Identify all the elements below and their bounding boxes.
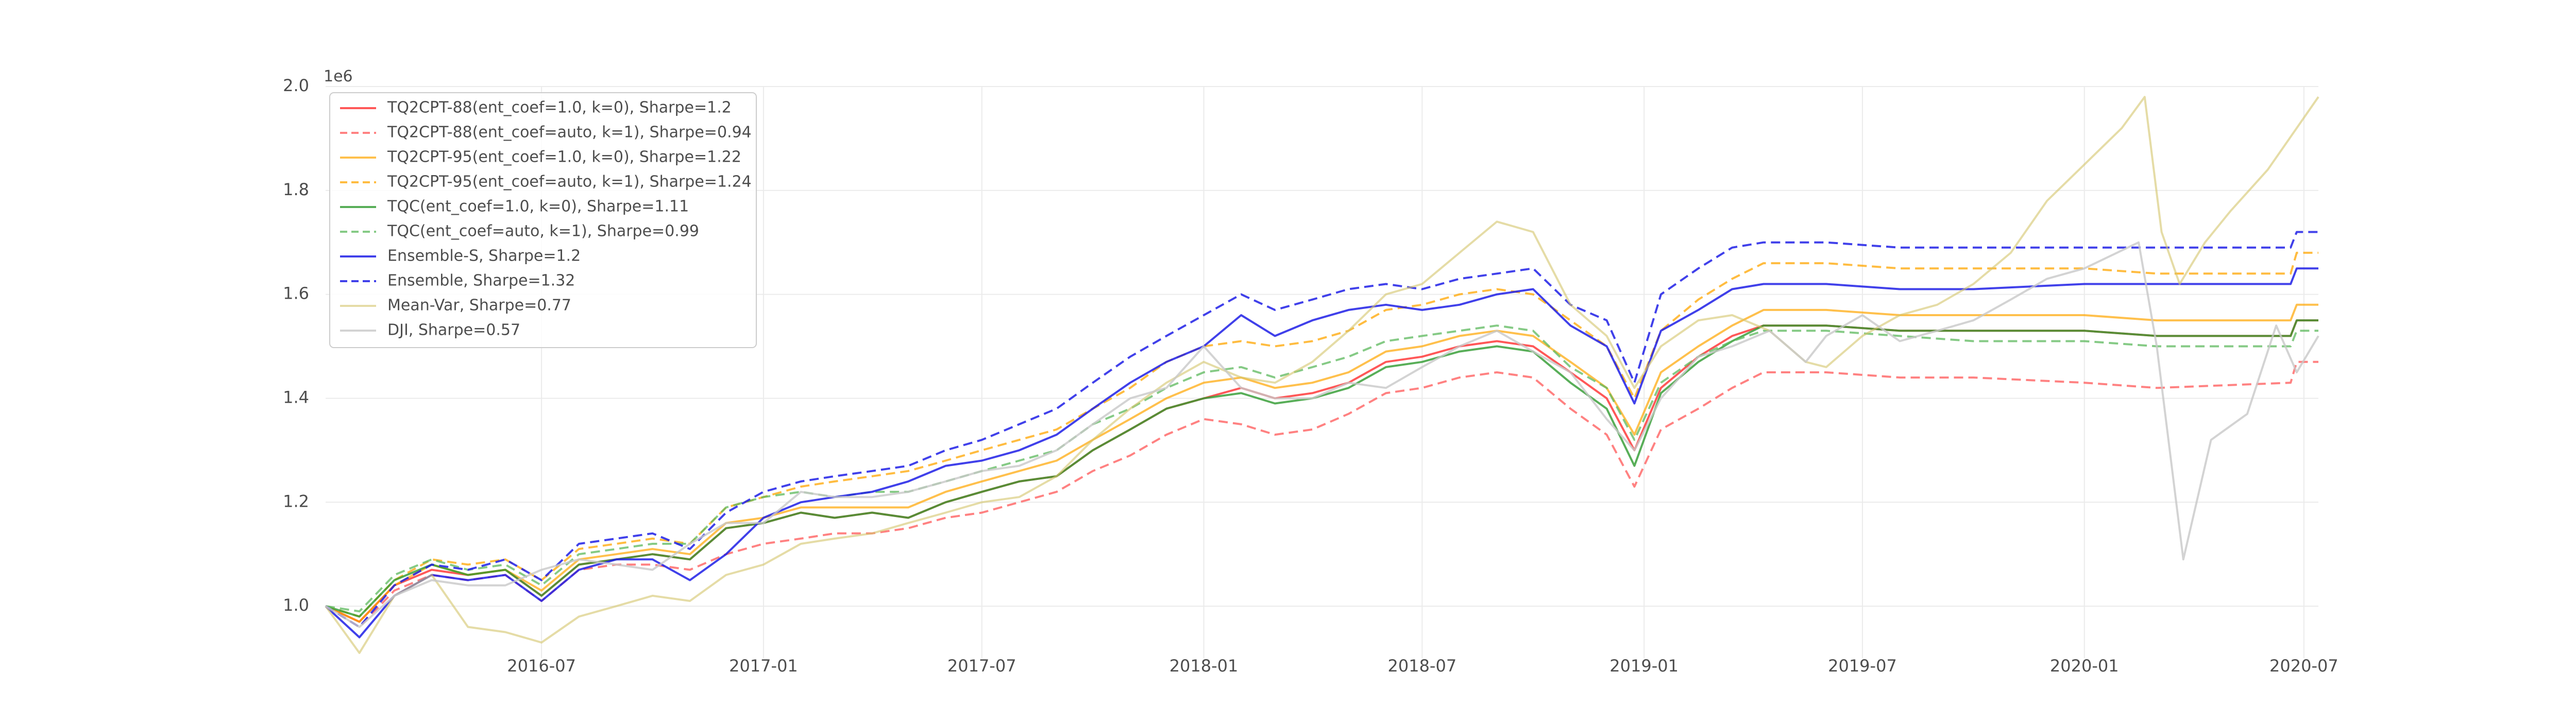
y-tick-label: 1.4 [283,387,309,407]
series-line-0 [325,319,2318,623]
y-axis-ticks: 1.0 1.2 1.4 1.6 1.8 2.0 [283,76,309,615]
x-tick-label: 2020-01 [2050,656,2119,676]
x-tick-label: 2019-01 [1609,656,1679,676]
legend-label: Ensemble, Sharpe=1.32 [387,272,575,290]
series-line-9 [325,241,2319,628]
y-tick-label: 2.0 [283,76,309,95]
series-line-7 [325,231,2318,628]
x-tick-label: 2019-07 [1828,656,1897,676]
y-axis-multiplier: 1e6 [324,67,353,85]
legend-label: TQC(ent_coef=auto, k=1), Sharpe=0.99 [387,222,699,240]
x-tick-label: 2016-07 [507,656,576,676]
legend-label: Mean-Var, Sharpe=0.77 [387,297,571,315]
series-line-5 [325,324,2318,613]
y-tick-label: 1.2 [283,491,309,511]
legend-items: TQ2CPT-88(ent_coef=1.0, k=0), Sharpe=1.2… [340,99,752,339]
series-line-1 [325,360,2318,628]
y-tick-label: 1.8 [283,180,309,199]
legend-label: TQ2CPT-88(ent_coef=1.0, k=0), Sharpe=1.2 [387,99,732,117]
x-tick-label: 2018-07 [1387,656,1456,676]
series-lines [325,96,2319,654]
y-tick-label: 1.6 [283,284,309,303]
legend-label: TQ2CPT-95(ent_coef=auto, k=1), Sharpe=1.… [387,173,752,191]
y-tick-label: 1.0 [283,595,309,615]
legend-box [329,92,757,348]
legend-label: Ensemble-S, Sharpe=1.2 [387,247,581,265]
legend-label: DJI, Sharpe=0.57 [387,321,520,339]
x-tick-label: 2020-07 [2269,656,2338,676]
x-tick-label: 2017-01 [729,656,798,676]
legend: TQ2CPT-88(ent_coef=1.0, k=0), Sharpe=1.2… [329,92,757,348]
series-line-8 [325,96,2319,654]
legend-label: TQ2CPT-88(ent_coef=auto, k=1), Sharpe=0.… [387,124,752,142]
x-tick-label: 2017-07 [947,656,1016,676]
x-tick-label: 2018-01 [1170,656,1239,676]
legend-label: TQ2CPT-95(ent_coef=1.0, k=0), Sharpe=1.2… [387,148,741,166]
x-axis-ticks: 2016-07 2017-01 2017-07 2018-01 2018-07 2019-… [507,656,2338,676]
legend-label: TQC(ent_coef=1.0, k=0), Sharpe=1.11 [387,198,689,216]
series-line-2 [325,303,2318,623]
